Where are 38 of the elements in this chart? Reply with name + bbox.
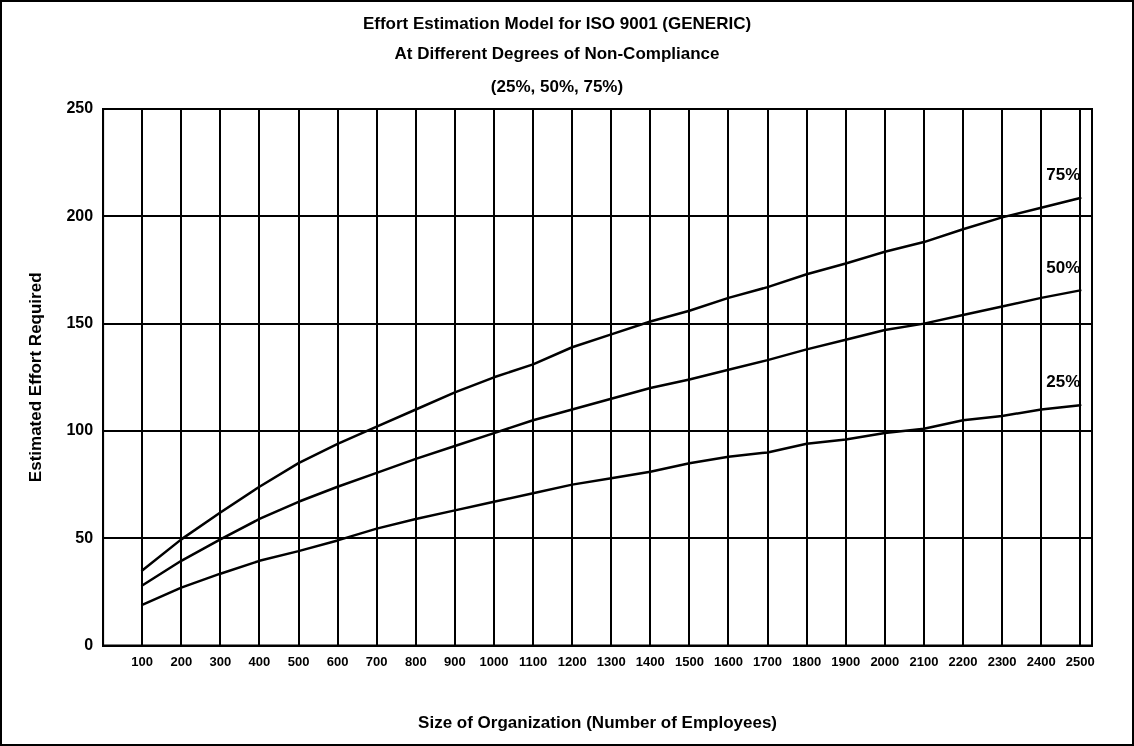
x-tick-label: 1500	[674, 653, 704, 669]
x-tick-label: 2400	[1026, 653, 1056, 669]
x-tick-label: 2000	[870, 653, 900, 669]
y-tick-label: 0	[84, 636, 94, 654]
series-label: 75%	[1046, 165, 1081, 185]
x-tick-label: 100	[131, 653, 154, 669]
chart-subtitle: At Different Degrees of Non-Compliance (25%, 50%, 75%)	[394, 44, 720, 96]
y-tick-label: 200	[66, 206, 94, 224]
y-axis-title: Estimated Effort Required	[25, 272, 45, 483]
x-tick-label: 1200	[557, 653, 587, 669]
x-tick-label: 1600	[714, 653, 743, 669]
x-tick-label: 200	[170, 653, 193, 669]
series-label: 50%	[1046, 257, 1081, 277]
x-tick-label: 2500	[1065, 653, 1095, 669]
x-tick-label: 300	[209, 653, 232, 669]
x-tick-label: 700	[365, 653, 388, 669]
x-tick-label: 2200	[948, 653, 978, 669]
x-tick-label: 2100	[909, 653, 939, 669]
x-tick-label: 800	[404, 653, 427, 669]
x-tick-label: 900	[444, 653, 466, 669]
x-tick-label: 1000	[479, 653, 509, 669]
x-tick-label: 1100	[518, 653, 548, 669]
x-tick-label: 1300	[596, 653, 626, 669]
x-tick-label: 1400	[635, 653, 665, 669]
x-tick-label: 2300	[987, 653, 1017, 669]
chart-title: Effort Estimation Model for ISO 9001 (GENERIC)	[362, 13, 752, 33]
x-tick-label: 1700	[753, 653, 783, 669]
y-tick-label: 100	[66, 421, 94, 439]
y-tick-label: 50	[75, 528, 94, 546]
x-tick-label: 600	[326, 653, 349, 669]
x-tick-label: 1900	[831, 653, 861, 669]
y-tick-label: 250	[66, 99, 94, 117]
x-tick-label: 400	[248, 653, 271, 669]
x-tick-label: 500	[287, 653, 310, 669]
y-tick-label: 150	[66, 314, 94, 332]
x-axis-title: Size of Organization (Number of Employees)	[418, 713, 778, 733]
series-label: 25%	[1046, 372, 1081, 392]
x-tick-label: 1800	[792, 653, 822, 669]
